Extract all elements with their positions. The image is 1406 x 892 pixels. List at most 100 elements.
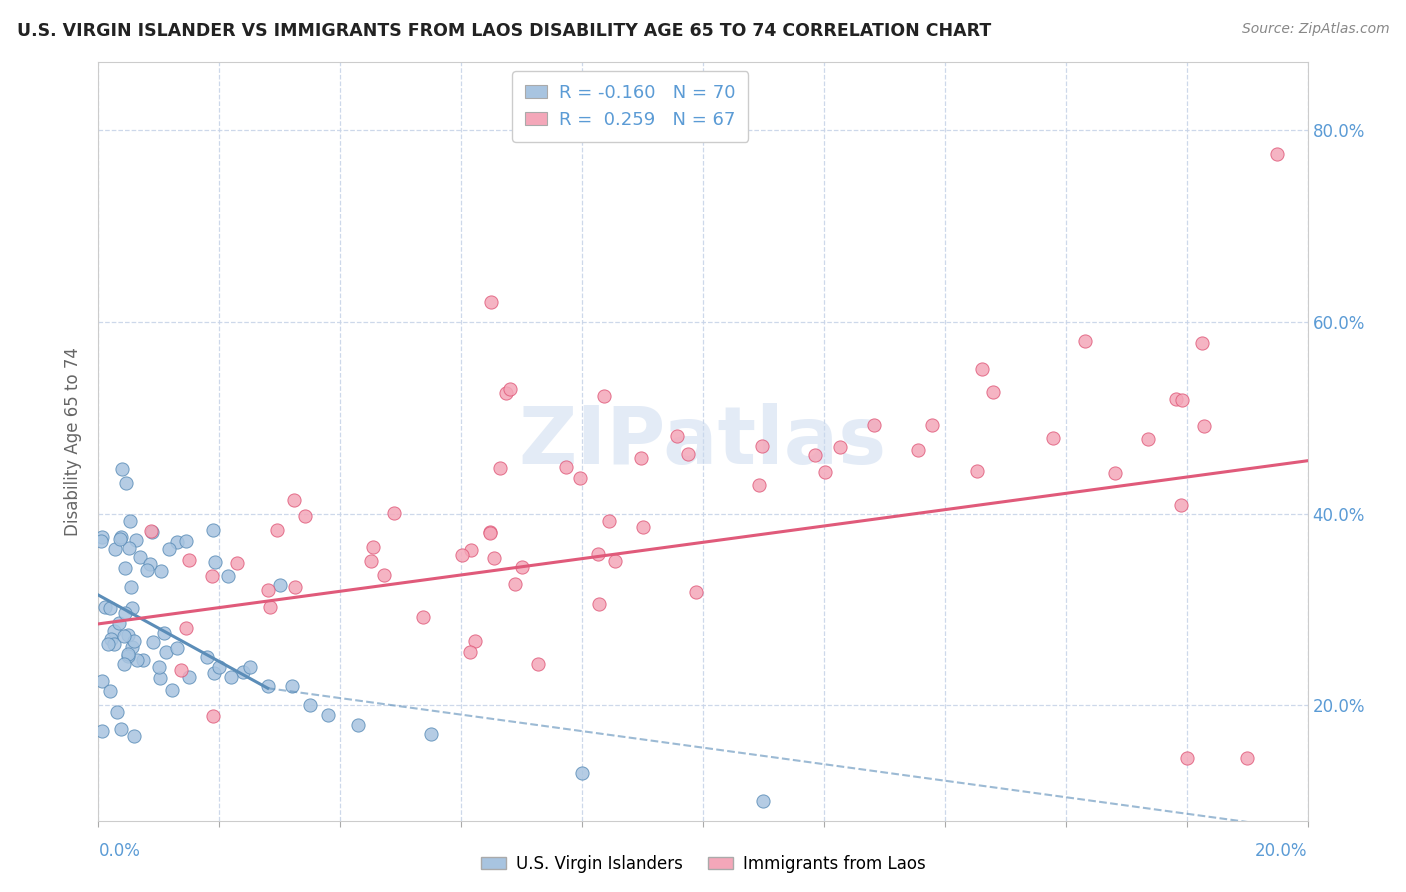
Legend: U.S. Virgin Islanders, Immigrants from Laos: U.S. Virgin Islanders, Immigrants from L… (474, 848, 932, 880)
Point (510, 560, 533, 574)
Point (284, 580, 307, 594)
Point (1267, 146, 1289, 161)
Point (481, 295, 503, 310)
Point (122, 633, 145, 648)
Point (115, 475, 138, 490)
Point (478, 526, 501, 541)
Point (117, 628, 139, 642)
Point (1175, 751, 1198, 765)
Point (1164, 392, 1187, 406)
Point (112, 657, 135, 672)
Point (420, 727, 443, 741)
Point (598, 514, 620, 528)
Legend: R = -0.160   N = 70, R =  0.259   N = 67: R = -0.160 N = 70, R = 0.259 N = 67 (512, 71, 748, 142)
Point (94, 599, 117, 614)
Point (166, 640, 188, 655)
Point (554, 460, 576, 475)
Point (588, 598, 610, 612)
Point (90, 534, 112, 549)
Point (98, 601, 121, 615)
Point (232, 665, 254, 680)
Point (114, 560, 136, 574)
Point (1191, 336, 1213, 351)
Point (603, 554, 626, 568)
Point (136, 563, 159, 577)
Point (141, 524, 163, 539)
Point (266, 523, 288, 537)
Point (283, 492, 305, 507)
Point (1170, 498, 1192, 512)
Text: ZIPatlas: ZIPatlas (519, 402, 887, 481)
Point (259, 599, 281, 614)
Point (217, 569, 239, 583)
Point (103, 637, 125, 651)
Point (97, 637, 120, 651)
Point (970, 362, 993, 376)
Point (373, 568, 395, 582)
Text: 20.0%: 20.0% (1256, 842, 1308, 860)
Point (1192, 418, 1215, 433)
Point (201, 524, 224, 538)
Point (1042, 431, 1064, 445)
Point (132, 652, 155, 666)
Point (177, 553, 200, 567)
Point (294, 508, 316, 523)
Point (179, 670, 201, 684)
Point (204, 555, 226, 569)
Point (195, 650, 218, 665)
Point (155, 645, 177, 659)
Point (863, 418, 886, 433)
Point (118, 514, 141, 528)
Point (752, 794, 775, 808)
Point (204, 665, 226, 680)
Point (458, 645, 481, 659)
Point (460, 543, 482, 558)
Point (495, 386, 517, 401)
Point (921, 418, 943, 433)
Point (208, 660, 231, 674)
Point (804, 448, 827, 462)
Point (174, 621, 197, 635)
Point (484, 551, 506, 566)
Point (1236, 751, 1258, 765)
Point (149, 565, 172, 579)
Point (1073, 334, 1095, 348)
Point (121, 600, 143, 615)
Point (586, 547, 609, 561)
Point (221, 670, 243, 684)
Y-axis label: Disability Age 65 to 74: Disability Age 65 to 74 (65, 347, 83, 536)
Point (256, 679, 278, 693)
Point (751, 439, 773, 453)
Point (316, 708, 339, 723)
Point (125, 653, 148, 667)
Point (966, 464, 988, 478)
Point (176, 533, 198, 548)
Point (98, 684, 121, 698)
Point (451, 548, 474, 562)
Point (412, 610, 434, 624)
Point (108, 615, 131, 630)
Point (814, 465, 837, 479)
Text: Source: ZipAtlas.com: Source: ZipAtlas.com (1241, 22, 1389, 37)
Point (256, 583, 278, 598)
Point (91, 724, 114, 739)
Point (142, 634, 165, 648)
Point (152, 626, 174, 640)
Point (100, 632, 122, 646)
Point (479, 525, 502, 540)
Point (149, 671, 172, 685)
Point (122, 729, 145, 743)
Point (239, 660, 262, 674)
Point (281, 679, 304, 693)
Point (157, 541, 180, 556)
Point (631, 520, 654, 534)
Point (118, 541, 141, 555)
Point (498, 382, 520, 396)
Point (347, 717, 370, 731)
Point (201, 569, 224, 583)
Point (202, 709, 225, 723)
Point (571, 765, 593, 780)
Point (160, 682, 183, 697)
Point (91, 673, 114, 688)
Point (148, 660, 170, 674)
